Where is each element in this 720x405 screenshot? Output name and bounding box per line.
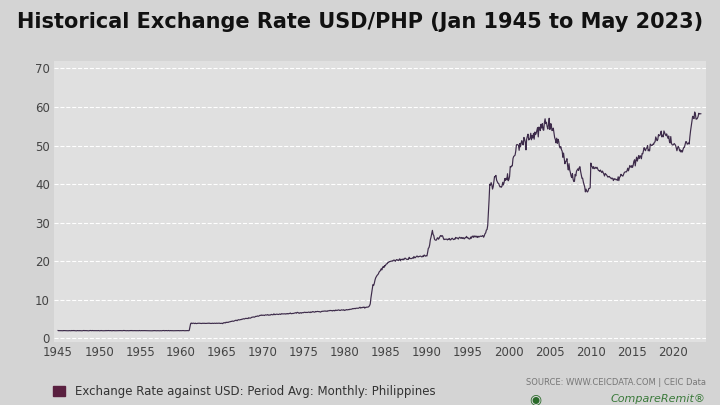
- Legend: Exchange Rate against USD: Period Avg: Monthly: Philippines: Exchange Rate against USD: Period Avg: M…: [53, 385, 436, 398]
- Text: Historical Exchange Rate USD/PHP (Jan 1945 to May 2023): Historical Exchange Rate USD/PHP (Jan 19…: [17, 12, 703, 32]
- Text: CompareRemit®: CompareRemit®: [611, 394, 706, 404]
- Text: SOURCE: WWW.CEICDATA.COM | CEIC Data: SOURCE: WWW.CEICDATA.COM | CEIC Data: [526, 378, 706, 387]
- Text: ◉: ◉: [529, 392, 541, 405]
